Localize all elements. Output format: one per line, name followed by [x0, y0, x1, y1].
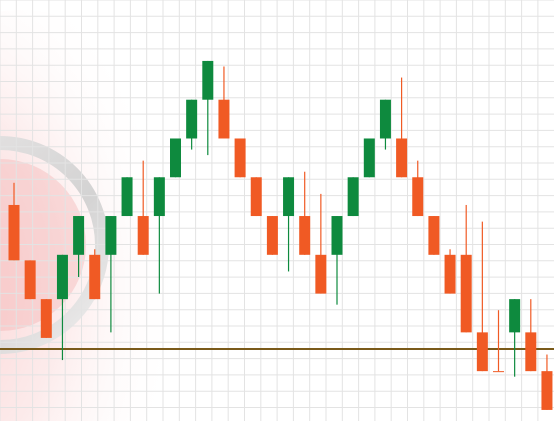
candle-29 [460, 204, 472, 333]
candle-7 [105, 216, 117, 333]
candle-body [218, 99, 230, 139]
candle-12 [186, 99, 198, 150]
candle-body [509, 299, 521, 333]
candle-body [202, 60, 214, 100]
candle-body [8, 204, 20, 261]
candle-20 [315, 193, 327, 294]
candle-18 [283, 177, 295, 272]
candle-body [541, 371, 553, 410]
candle-body [266, 216, 278, 255]
candle-body [24, 260, 36, 300]
candle-34 [541, 354, 553, 410]
candle-1 [8, 182, 20, 261]
candle-6 [89, 249, 101, 300]
candle-body [73, 216, 85, 255]
candle-17 [266, 216, 278, 255]
candle-body [153, 177, 165, 217]
candle-body [379, 99, 391, 139]
candle-24 [379, 99, 391, 150]
candle-14 [218, 66, 230, 139]
candle-body [347, 177, 359, 217]
candle-body [250, 177, 262, 217]
candle-body [331, 216, 343, 255]
candle-body [186, 99, 198, 139]
candle-body [40, 299, 52, 338]
candle-4 [56, 254, 68, 361]
candle-2 [24, 260, 36, 300]
candle-11 [170, 138, 181, 178]
candle-28 [444, 249, 456, 294]
candle-body [460, 254, 472, 333]
candle-body [493, 371, 504, 373]
candle-23 [363, 138, 375, 178]
candles-group [8, 60, 553, 410]
candle-15 [234, 138, 246, 178]
candle-body [412, 177, 424, 217]
candle-21 [331, 216, 343, 305]
candle-body [121, 177, 133, 217]
candle-10 [153, 177, 165, 294]
candle-13 [202, 60, 214, 156]
candle-body [476, 332, 488, 372]
candle-body [525, 332, 537, 372]
candle-body [137, 216, 149, 255]
candle-body [428, 216, 440, 255]
candle-26 [412, 160, 424, 217]
candle-30 [476, 221, 488, 372]
candle-body [283, 177, 295, 217]
candle-body [444, 254, 456, 294]
candle-body [170, 138, 181, 178]
candle-body [89, 254, 101, 300]
candle-27 [428, 216, 440, 255]
candle-19 [299, 171, 311, 255]
candle-32 [509, 299, 521, 377]
candle-body [234, 138, 246, 178]
candle-body [56, 254, 68, 300]
candle-3 [40, 299, 52, 338]
candle-33 [525, 299, 537, 372]
candle-9 [137, 160, 149, 255]
candle-body [363, 138, 375, 178]
candle-5 [73, 216, 85, 277]
candle-25 [396, 77, 408, 178]
candle-body [105, 216, 117, 255]
candle-31 [493, 310, 504, 373]
candle-body [315, 254, 327, 294]
candle-16 [250, 177, 262, 217]
candle-body [396, 138, 408, 178]
candle-22 [347, 177, 359, 217]
candle-8 [121, 177, 133, 217]
candle-body [299, 216, 311, 255]
